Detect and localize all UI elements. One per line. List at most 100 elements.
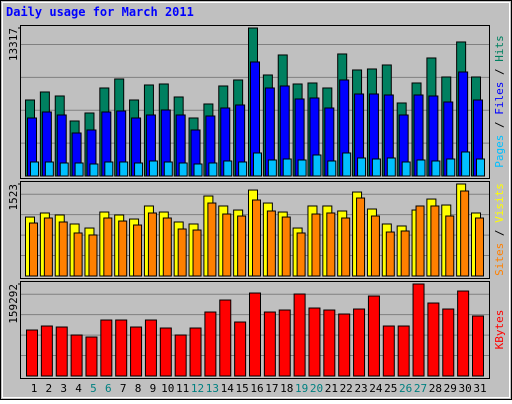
legend-separator: / [493,62,506,82]
legend-entry: Sites [493,243,506,276]
bar [30,161,39,177]
bar [267,159,277,177]
bar [207,202,217,277]
bar [370,215,380,277]
bar [189,327,202,377]
x-tick-label: 12 [191,382,204,395]
bar [461,151,471,177]
x-tick-label: 4 [75,382,82,395]
bar [431,160,441,177]
bar [311,213,321,277]
x-tick-label: 8 [135,382,142,395]
legend: Pages / Files / Hits [493,35,506,168]
x-tick-label: 26 [399,382,412,395]
bar [367,295,380,377]
bar [338,313,351,377]
x-tick-label: 21 [325,382,338,395]
bar [416,159,426,177]
x-tick-label: 10 [161,382,174,395]
x-tick-label: 27 [414,382,427,395]
bar [59,162,69,177]
bar [326,212,336,277]
bar [415,205,425,277]
bar [475,217,484,277]
bar [55,326,68,377]
bar [177,228,187,277]
x-tick-label: 7 [120,382,127,395]
x-tick-label: 3 [60,382,67,395]
bar [401,161,411,177]
bar [134,162,144,177]
y-tick-label: 13317 [7,28,20,61]
bar [237,215,247,277]
bar [130,326,143,377]
bar [371,158,381,177]
x-tick-label: 28 [429,382,442,395]
bar [147,212,157,277]
bar [89,163,99,177]
bar [193,163,203,177]
bar [460,190,470,277]
bar [281,216,291,277]
legend-entry: Visits [493,183,506,223]
bar [353,308,366,377]
bar [223,160,233,177]
bar [249,292,261,377]
bar [74,162,84,177]
bar [457,290,470,377]
bar [85,336,98,377]
bar [282,158,292,177]
x-tick-label: 14 [221,382,235,395]
bar [43,217,53,277]
bar [323,309,336,377]
y-tick-label: 159292 [7,284,20,324]
x-tick-label: 18 [280,382,293,395]
x-tick-label: 11 [176,382,189,395]
chart-title: Daily usage for March 2011 [6,5,194,19]
bar [73,232,83,277]
bar [412,283,425,377]
x-tick-label: 22 [340,382,353,395]
bar [159,327,172,377]
bar [148,160,158,177]
bar [356,197,366,277]
bar [144,319,157,377]
bar [400,230,410,277]
bar [308,307,321,377]
bar [430,205,440,277]
bar [293,293,306,377]
bar [162,217,172,277]
legend: KBytes [493,310,506,350]
bar [234,321,247,377]
x-tick-label: 20 [310,382,323,395]
x-tick-label: 23 [354,382,367,395]
bar [118,220,128,277]
bar [208,162,218,177]
bar [252,199,261,277]
x-tick-label: 6 [105,382,112,395]
bar [442,308,455,377]
bar [446,158,456,177]
bar [219,299,232,377]
bar [70,334,83,377]
x-tick-label: 13 [206,382,219,395]
x-tick-label: 24 [369,382,383,395]
bar [445,215,455,277]
bar [427,302,440,377]
x-tick-label: 29 [444,382,457,395]
legend-entry: Hits [493,35,506,62]
bar [357,157,367,177]
bar [174,334,187,377]
bar [133,224,143,277]
bar [386,157,396,177]
bar [104,161,114,177]
bar [263,311,276,377]
bar [178,162,188,177]
bar [222,213,232,277]
x-tick-label: 31 [473,382,486,395]
legend-entry: Files [493,82,506,115]
bar [476,158,485,177]
bar [385,231,395,277]
bar [472,315,484,377]
